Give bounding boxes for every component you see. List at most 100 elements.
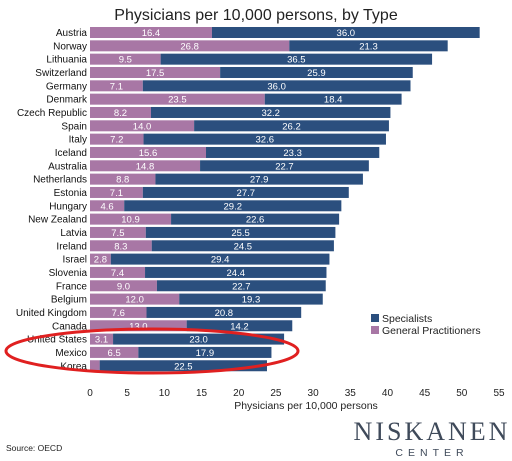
- niskanen-center-logo: NISKANEN CENTER: [354, 417, 508, 459]
- x-tick-45: 45: [419, 388, 431, 399]
- value-label-general-practitioners-germany: 7.1: [110, 81, 123, 92]
- legend-label-general-practitioners: General Practitioners: [382, 325, 481, 337]
- legend: Specialists General Practitioners: [371, 313, 481, 337]
- bar-specialists-austria: [211, 27, 480, 38]
- value-label-general-practitioners-denmark: 23.5: [168, 95, 187, 106]
- category-label-germany: Germany: [46, 81, 87, 92]
- legend-swatch-specialists: [371, 314, 379, 322]
- bar-specialists-czech-republic: [150, 106, 391, 118]
- value-label-specialists-mexico: 17.9: [196, 348, 215, 359]
- legend-label-specialists: Specialists: [382, 313, 432, 325]
- value-label-specialists-lithuania: 36.5: [287, 55, 306, 66]
- value-label-specialists-netherlands: 27.9: [250, 175, 269, 186]
- bar-general-practitioners-latvia: [90, 226, 146, 238]
- value-label-specialists-czech-republic: 32.2: [261, 108, 280, 119]
- bar-specialists-estonia: [142, 186, 349, 198]
- value-label-general-practitioners-estonia: 7.1: [110, 188, 123, 199]
- value-label-specialists-norway: 21.3: [359, 41, 378, 52]
- bar-general-practitioners-denmark: [90, 93, 265, 105]
- category-label-iceland: Iceland: [55, 148, 87, 159]
- bar-general-practitioners-norway: [90, 40, 290, 52]
- value-label-specialists-belgium: 19.3: [242, 295, 261, 306]
- value-label-specialists-ireland: 24.5: [234, 241, 253, 252]
- bar-general-practitioners-czech-republic: [90, 106, 151, 118]
- value-label-general-practitioners-mexico: 6.5: [108, 348, 121, 359]
- logo-line2: CENTER: [395, 447, 468, 459]
- legend-swatch-general-practitioners: [371, 326, 379, 334]
- value-label-general-practitioners-italy: 7.2: [110, 135, 123, 146]
- bar-general-practitioners-estonia: [90, 186, 143, 198]
- bar-specialists-lithuania: [160, 53, 433, 65]
- bar-specialists-israel: [110, 253, 330, 265]
- x-tick-40: 40: [382, 388, 394, 399]
- value-label-general-practitioners-lithuania: 9.5: [119, 55, 132, 66]
- value-label-general-practitioners-czech-republic: 8.2: [114, 108, 127, 119]
- bar-specialists-iceland: [206, 146, 380, 158]
- bar-general-practitioners-australia: [90, 160, 201, 172]
- value-label-specialists-canada: 14.2: [230, 321, 249, 332]
- value-label-general-practitioners-ireland: 8.3: [114, 241, 127, 252]
- value-label-general-practitioners-netherlands: 8.8: [116, 175, 129, 186]
- bars-group: 16.4 36.0 26.8 21.3 9.5 36.5 17.5 25.9 7.1 36.0 23…: [90, 27, 480, 372]
- bar-general-practitioners-netherlands: [90, 173, 156, 185]
- x-tick-50: 50: [456, 388, 468, 399]
- category-label-ireland: Ireland: [56, 241, 87, 252]
- category-label-latvia: Latvia: [60, 228, 87, 239]
- value-label-specialists-austria: 36.0: [337, 28, 356, 39]
- value-label-specialists-slovenia: 24.4: [227, 268, 246, 279]
- category-label-canada: Canada: [52, 321, 87, 332]
- value-label-specialists-hungary: 29.2: [224, 201, 243, 212]
- bar-specialists-switzerland: [220, 66, 413, 78]
- x-tick-20: 20: [233, 388, 245, 399]
- bar-specialists-canada: [186, 320, 293, 332]
- bar-general-practitioners-mexico: [90, 346, 139, 358]
- bar-general-practitioners-hungary: [90, 200, 125, 212]
- value-label-specialists-germany: 36.0: [267, 81, 286, 92]
- category-label-belgium: Belgium: [51, 295, 87, 306]
- value-label-specialists-france: 22.7: [232, 281, 251, 292]
- category-label-spain: Spain: [61, 121, 87, 132]
- bar-general-practitioners-canada: [90, 320, 187, 332]
- value-label-general-practitioners-iceland: 15.6: [139, 148, 158, 159]
- value-label-general-practitioners-new-zealand: 10.9: [121, 215, 140, 226]
- bar-general-practitioners-iceland: [90, 146, 207, 158]
- bar-general-practitioners-italy: [90, 133, 144, 145]
- bar-specialists-denmark: [264, 93, 402, 105]
- value-label-general-practitioners-switzerland: 17.5: [146, 68, 165, 79]
- x-tick-10: 10: [159, 388, 171, 399]
- value-label-general-practitioners-belgium: 12.0: [125, 295, 144, 306]
- bar-specialists-mexico: [138, 346, 272, 358]
- value-label-specialists-switzerland: 25.9: [307, 68, 326, 79]
- category-labels: Austria Norway Lithuania Switzerland Germany…: [16, 28, 88, 372]
- bar-general-practitioners-united-states: [90, 333, 114, 345]
- bar-general-practitioners-switzerland: [90, 66, 221, 78]
- value-label-general-practitioners-spain: 14.0: [133, 121, 152, 132]
- bar-specialists-netherlands: [155, 173, 363, 185]
- bar-specialists-australia: [200, 160, 369, 172]
- chart-title: Physicians per 10,000 persons, by Type: [114, 7, 398, 24]
- bar-specialists-korea: [99, 360, 267, 372]
- bar-specialists-latvia: [145, 226, 336, 238]
- category-label-israel: Israel: [63, 255, 87, 266]
- value-label-general-practitioners-france: 9.0: [117, 281, 130, 292]
- value-label-specialists-latvia: 25.5: [231, 228, 250, 239]
- category-label-lithuania: Lithuania: [46, 55, 87, 66]
- category-label-korea: Korea: [60, 361, 87, 372]
- x-tick-15: 15: [196, 388, 208, 399]
- category-label-switzerland: Switzerland: [35, 68, 87, 79]
- category-label-slovenia: Slovenia: [49, 268, 88, 279]
- value-label-general-practitioners-israel: 2.8: [94, 255, 107, 266]
- category-label-netherlands: Netherlands: [33, 175, 87, 186]
- value-label-general-practitioners-slovenia: 7.4: [111, 268, 124, 279]
- value-label-specialists-italy: 32.6: [256, 135, 275, 146]
- bar-specialists-hungary: [124, 200, 342, 212]
- category-label-united-states: United States: [27, 335, 87, 346]
- bar-general-practitioners-ireland: [90, 240, 152, 252]
- category-label-new-zealand: New Zealand: [28, 215, 87, 226]
- x-tick-25: 25: [270, 388, 282, 399]
- x-tick-30: 30: [308, 388, 320, 399]
- value-label-specialists-estonia: 27.7: [237, 188, 256, 199]
- bar-specialists-norway: [289, 40, 448, 52]
- value-label-specialists-united-states: 23.0: [189, 335, 208, 346]
